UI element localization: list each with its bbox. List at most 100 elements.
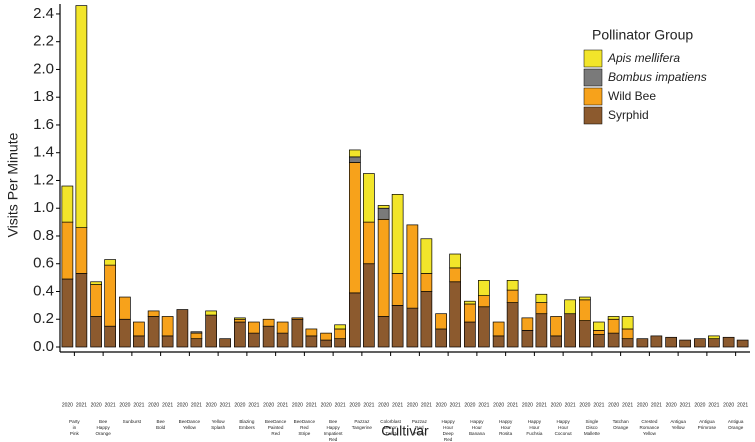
year-label: 2020 [608,402,619,408]
bar-segment [521,329,534,348]
bar-segment [90,316,102,348]
x-tick-label: Impatient [324,431,344,436]
bar-segment [104,264,116,327]
x-tick-label: Disco [586,425,598,430]
x-tick-label: Crested [641,419,658,424]
bar-segment [104,259,116,266]
x-tick-label: Red [415,425,424,430]
bar-segment [320,339,332,348]
bar-segment [133,335,145,348]
y-tick-label: 1.6 [33,116,54,133]
year-label: 2020 [493,402,504,408]
x-axis-title: Cultivar [381,423,429,439]
bar-segment [234,321,246,348]
y-tick-label: 2.0 [33,60,54,77]
bar-segment [506,280,519,291]
bar-segment [521,317,534,331]
y-tick-label: 0.4 [33,282,54,299]
year-label: 2020 [464,402,475,408]
bar-segment [291,317,304,320]
year-label: 2020 [723,402,734,408]
year-label: 2021 [191,402,202,408]
x-tick-label: Happy [96,425,110,430]
bar-segment [679,339,691,348]
year-label: 2021 [708,402,719,408]
bar-segment [607,332,620,348]
bar-segment [478,280,490,297]
y-tick-label: 1.8 [33,88,54,105]
x-tick-label: BeeDance [294,419,316,424]
x-tick-label: Hour [558,425,568,430]
bar-segment [406,224,419,309]
x-tick-label: Rosita [499,431,512,436]
bar-segment [406,307,419,348]
bar-segment [75,5,88,229]
bar-segment [234,317,246,320]
y-tick-label: 1.4 [33,144,54,161]
bar-segment [363,173,375,223]
bar-segment [248,321,260,334]
bar-segment [464,300,476,305]
year-label: 2021 [220,402,231,408]
legend-label: Syrphid [608,108,649,122]
year-label: 2020 [407,402,418,408]
bar-segment [61,278,74,348]
x-tick-label: Banana [469,431,485,436]
x-tick-label: Antigua [699,419,715,424]
bar-segment [593,329,605,335]
x-tick-label: Yellow [212,419,226,424]
bar-segment [492,321,505,337]
bar-segment [708,335,720,340]
year-label: 2021 [680,402,691,408]
bar-segment [147,316,160,348]
x-tick-label: Red [271,431,280,436]
x-tick-label: Hour [529,425,539,430]
bar-segment [377,218,390,317]
x-tick-label: Pazzaz [354,419,370,424]
x-tick-label: Painted [268,425,284,430]
bar-segment [90,281,102,285]
bar-segment [349,292,361,348]
y-tick-label: 0.6 [33,255,54,272]
year-label: 2020 [321,402,332,408]
year-label: 2021 [478,402,489,408]
bar-segment [205,314,217,348]
year-label: 2020 [349,402,360,408]
x-tick-label: Party [69,419,80,424]
x-tick-label: Bold [156,425,166,430]
bar-segment [665,336,677,348]
bar-segment [349,156,361,163]
bar-segment [190,332,203,340]
x-tick-label: Red [300,425,309,430]
x-tick-label: Stripe [298,431,310,436]
x-tick-label: in [73,425,77,430]
bar-segment [276,321,289,334]
x-tick-label: Bee [157,419,166,424]
year-label: 2020 [148,402,159,408]
year-label: 2020 [666,402,677,408]
x-tick-label: Mallette [584,431,601,436]
x-tick-label: Yellow [643,431,657,436]
bar-segment [564,299,576,315]
bar-segment [334,324,346,330]
bar-segment [420,273,433,292]
legend-swatch [583,87,603,106]
y-axis-title: Visits Per Minute [5,132,21,237]
bar-segment [579,320,591,348]
year-label: 2020 [62,402,73,408]
x-tick-label: Primrose [698,425,717,430]
y-tick-label: 2.4 [33,5,54,22]
year-label: 2021 [76,402,87,408]
y-tick-label: 0.8 [33,227,54,244]
bar-segment [90,284,102,317]
x-tick-label: Hour [443,425,453,430]
bar-segment [550,335,562,348]
bar-segment [621,328,634,340]
bar-segment [621,316,634,330]
bar-segment [219,338,231,348]
bar-segment [147,310,160,317]
x-tick-label: Deep [443,431,454,436]
bar-segment [75,273,88,348]
x-tick-label: BeeDance [179,419,201,424]
